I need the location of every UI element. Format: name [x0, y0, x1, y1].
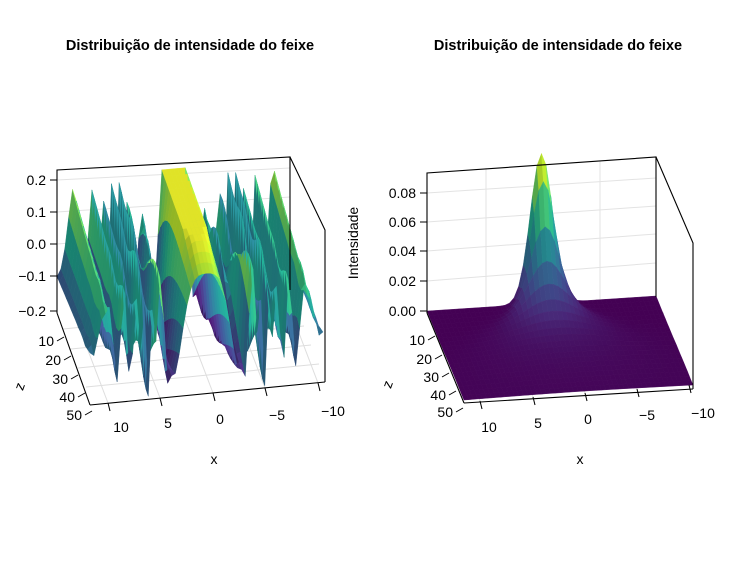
left-y-label: z: [11, 380, 28, 392]
left-x-tick: −5: [269, 407, 285, 423]
left-box-frame: [56, 156, 326, 406]
right-z-tick: 0.06: [389, 214, 416, 230]
right-y-tick: 30: [423, 369, 439, 385]
right-z-label: Intensidade: [345, 207, 361, 280]
left-surface: [56, 167, 324, 397]
right-title: Distribuição de intensidade do feixe: [434, 38, 682, 54]
left-z-tick: −0.2: [18, 303, 46, 319]
right-y-tick: 10: [409, 332, 425, 348]
left-x-tick: 5: [164, 415, 172, 431]
right-y-tick: 40: [430, 387, 446, 403]
right-y-label: z: [379, 378, 396, 390]
right-z-tick: 0.00: [389, 303, 416, 319]
right-x-tick: −10: [691, 405, 715, 421]
right-y-axis: 10 20 30 40 50 z: [379, 332, 464, 420]
left-x-label: x: [211, 451, 218, 467]
right-y-tick: 50: [437, 404, 453, 420]
left-z-tick: −0.1: [18, 268, 46, 284]
left-x-tick: −10: [321, 403, 345, 419]
right-y-tick: 20: [416, 351, 432, 367]
right-z-axis: 0.08 0.06 0.04 0.02 0.00 Intensidade: [345, 185, 427, 319]
left-y-tick: 50: [66, 407, 82, 423]
left-z-tick: 0.2: [27, 172, 47, 188]
left-z-tick: 0.0: [27, 236, 47, 252]
right-x-label: x: [577, 451, 584, 467]
left-y-tick: 10: [38, 333, 54, 349]
left-y-tick: 40: [59, 389, 75, 405]
right-z-tick: 0.04: [389, 243, 416, 259]
left-z-tick: 0.1: [27, 204, 47, 220]
left-y-tick: 20: [45, 352, 61, 368]
right-x-axis: 10 5 0 −5 −10 x: [479, 384, 715, 467]
left-x-tick: 0: [216, 411, 224, 427]
right-z-tick: 0.08: [389, 185, 416, 201]
left-z-axis: 0.2 0.1 0.0 −0.1 −0.2: [18, 172, 57, 319]
left-panel: Distribuição de intensidade do feixe: [11, 38, 345, 467]
left-y-tick: 30: [52, 371, 68, 387]
right-x-tick: 10: [481, 419, 497, 435]
right-box-frame: [426, 156, 694, 404]
surface-patch: [316, 323, 324, 336]
right-surface: [426, 153, 694, 401]
right-panel: Distribuição de intensidade do feixe: [345, 38, 715, 467]
left-title: Distribuição de intensidade do feixe: [66, 38, 314, 54]
right-x-tick: 0: [584, 411, 592, 427]
right-x-tick: 5: [534, 415, 542, 431]
left-x-tick: 10: [113, 419, 129, 435]
left-x-axis: 10 5 0 −5 −10 x: [107, 382, 345, 467]
right-z-tick: 0.02: [389, 273, 416, 289]
right-x-tick: −5: [639, 407, 655, 423]
left-y-axis: 10 20 30 40 50 z: [11, 333, 93, 423]
